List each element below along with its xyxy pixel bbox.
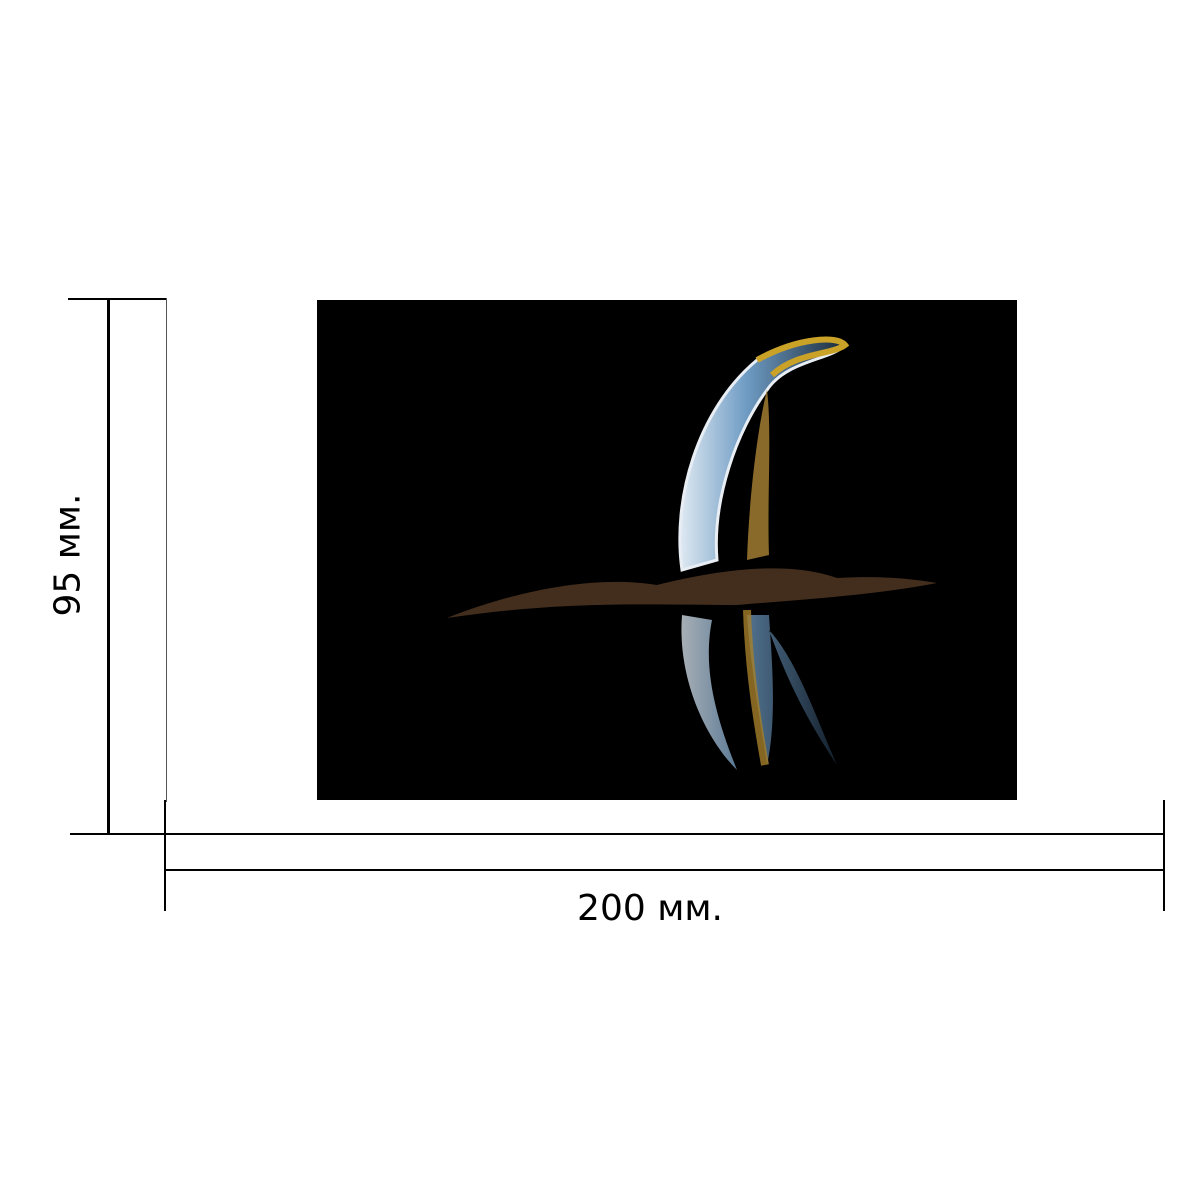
width-dimension-line [165,869,1165,871]
splash-stem [747,390,770,560]
width-dimension-right-tick [1163,800,1165,911]
splash-reflection [681,615,837,770]
height-label: 95 мм. [47,493,89,617]
reflection-gold [743,609,769,766]
width-label: 200 мм. [577,888,723,929]
height-extension-line [166,298,167,802]
product-photo [317,300,1017,800]
liquid-splash-image [447,336,937,770]
splash-rim [755,336,850,378]
splash-surface [447,568,937,618]
height-dimension-line [107,298,110,835]
width-dimension-left-tick [164,800,166,911]
width-dimension-top-extension [70,833,1165,835]
height-dimension-top-tick [68,298,167,300]
